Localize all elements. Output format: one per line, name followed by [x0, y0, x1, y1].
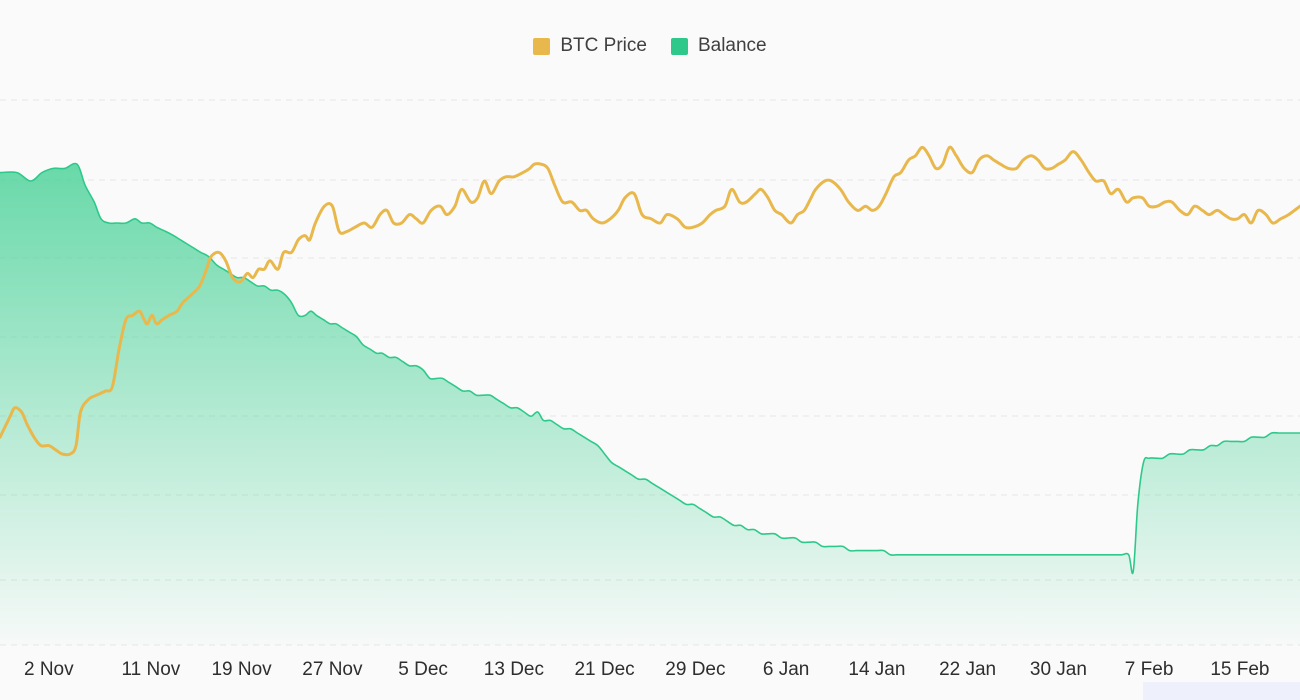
x-tick-label: 6 Jan: [763, 659, 809, 680]
legend: BTC Price Balance: [0, 35, 1300, 57]
series-layer: [0, 145, 1300, 645]
x-tick-label: 22 Jan: [939, 659, 996, 680]
x-tick-label: 29 Dec: [665, 659, 725, 680]
btc-price-line[interactable]: [0, 145, 1300, 457]
x-tick-label: 19 Nov: [211, 659, 272, 680]
x-tick-label: 21 Dec: [574, 659, 634, 680]
x-tick-label: 30 Jan: [1030, 659, 1087, 680]
x-tick-label: 2 Nov: [24, 659, 74, 680]
x-tick-label: 14 Jan: [848, 659, 905, 680]
x-tick-label: 15 Feb: [1210, 659, 1269, 680]
x-tick-label: 7 Feb: [1125, 659, 1174, 680]
legend-swatch-balance: [670, 37, 688, 55]
x-tick-label: 27 Nov: [302, 659, 363, 680]
corner-tab[interactable]: [1143, 682, 1300, 700]
legend-item-balance[interactable]: Balance: [670, 35, 767, 57]
balance-area: [0, 163, 1300, 645]
x-tick-label: 11 Nov: [122, 659, 181, 680]
legend-label-balance: Balance: [697, 35, 767, 56]
legend-item-btc-price[interactable]: BTC Price: [533, 35, 647, 57]
x-tick-label: 13 Dec: [484, 659, 544, 680]
legend-label-btc-price: BTC Price: [560, 35, 647, 56]
legend-swatch-btc-price: [533, 37, 551, 55]
x-tick-label: 5 Dec: [398, 659, 448, 680]
balance-line[interactable]: [0, 162, 1300, 575]
x-axis: 2 Nov 11 Nov 19 Nov 27 Nov 5 Dec 13 Dec 21 Dec…: [24, 659, 1269, 680]
